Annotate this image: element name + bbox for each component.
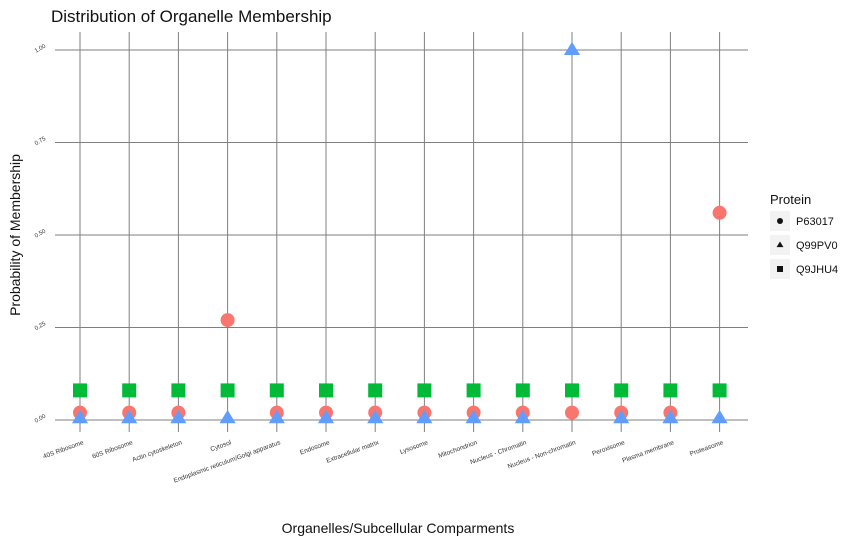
grid-lines: [55, 32, 748, 432]
x-tick-label: 40S Ribosome: [42, 439, 85, 460]
data-point-q9jhu4: [663, 383, 678, 398]
legend-key-square: [777, 266, 783, 272]
data-point-q99pv0: [317, 409, 335, 424]
data-point-q99pv0: [268, 409, 285, 424]
data-point-p63017: [220, 313, 235, 328]
data-point-q99pv0: [662, 409, 679, 424]
x-tick-label: Extracellular matrix: [326, 439, 381, 465]
data-point-q99pv0: [416, 409, 433, 424]
y-tick-label: 0.00: [34, 413, 48, 424]
data-point-q9jhu4: [712, 383, 727, 398]
x-axis-title: Organelles/Subcellular Comparments: [282, 520, 515, 536]
data-point-q9jhu4: [368, 383, 383, 398]
x-tick-label: Mitochondrion: [438, 439, 479, 460]
x-tick-label: Peroxisome: [591, 439, 626, 457]
data-point-q9jhu4: [614, 383, 629, 398]
data-point-q9jhu4: [269, 383, 284, 398]
data-points: [71, 41, 728, 424]
data-point-q99pv0: [71, 409, 89, 424]
y-tick-label: 1.00: [34, 43, 48, 54]
data-point-q99pv0: [465, 409, 482, 424]
data-point-q9jhu4: [565, 383, 579, 398]
x-tick-label: Proteasome: [689, 439, 725, 458]
data-point-q99pv0: [711, 409, 728, 424]
data-point-q9jhu4: [122, 383, 137, 398]
data-point-p63017: [712, 205, 727, 220]
data-point-q9jhu4: [466, 383, 481, 398]
legend-label: Q9JHU4: [796, 264, 838, 276]
y-tick-label: 0.75: [34, 136, 48, 147]
data-point-q9jhu4: [171, 383, 186, 398]
y-tick-label: 0.50: [34, 228, 48, 239]
x-tick-label: Lysosome: [399, 439, 429, 456]
y-tick-label: 0.25: [34, 321, 48, 332]
legend-label: Q99PV0: [796, 240, 838, 252]
legend-key-triangle: [776, 241, 784, 248]
data-point-q9jhu4: [515, 383, 530, 398]
x-tick-label: Endosome: [299, 439, 331, 456]
data-point-q99pv0: [613, 409, 630, 424]
x-tick-label: Plasma membrane: [621, 439, 675, 464]
data-point-q99pv0: [170, 409, 187, 424]
x-tick-label: Actin cytoskeleton: [131, 439, 183, 464]
legend: Protein P63017 Q99PV0 Q9JHU4: [770, 192, 838, 279]
y-axis-ticks: 0.00 0.25 0.50 0.75 1.00: [34, 43, 48, 424]
y-axis-title: Probability of Membership: [7, 154, 23, 316]
data-point-p63017: [565, 405, 579, 420]
data-point-q99pv0: [219, 409, 236, 424]
x-tick-label: 60S Ribosome: [91, 439, 134, 460]
data-point-q9jhu4: [417, 383, 432, 398]
data-point-q9jhu4: [319, 383, 333, 398]
data-point-q99pv0: [367, 409, 384, 424]
data-point-q9jhu4: [220, 383, 235, 398]
data-point-q99pv0: [121, 409, 138, 424]
data-point-q9jhu4: [73, 383, 87, 398]
legend-title: Protein: [770, 192, 811, 207]
data-point-q99pv0: [563, 41, 581, 56]
x-tick-label: Cytosol: [210, 439, 233, 453]
legend-label: P63017: [796, 216, 834, 228]
data-point-q99pv0: [514, 409, 531, 424]
chart-title: Distribution of Organelle Membership: [51, 7, 332, 26]
legend-key-circle: [777, 218, 783, 224]
